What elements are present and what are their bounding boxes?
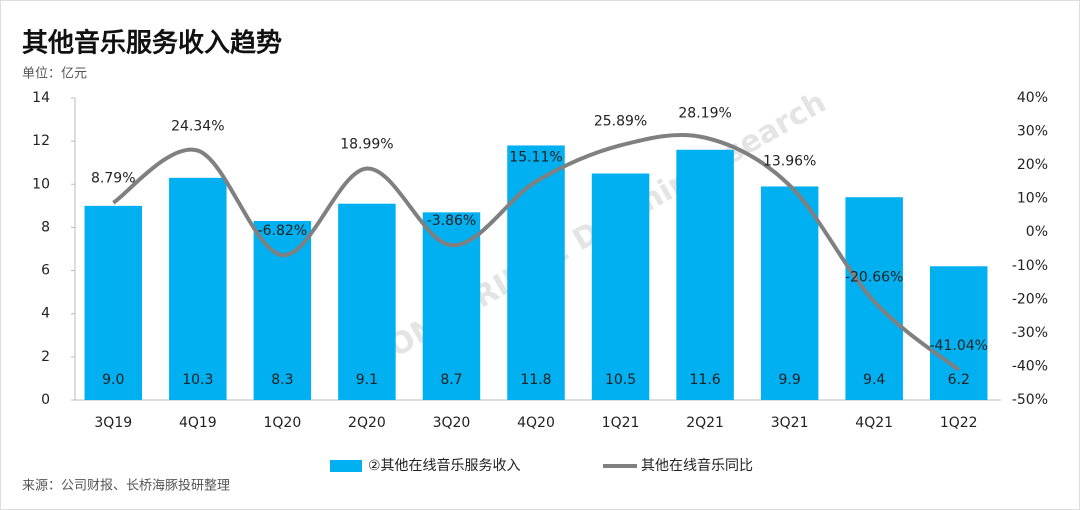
y-tick-label: 2 <box>41 349 50 365</box>
bar <box>169 177 227 400</box>
bar-value-label: 9.9 <box>779 372 801 388</box>
line-value-label: 24.34% <box>171 119 224 135</box>
bar <box>929 266 988 400</box>
bar-value-label: 11.8 <box>520 372 551 388</box>
y2-tick-label: -10% <box>1012 258 1048 274</box>
unit-label: 单位：亿元 <box>22 67 87 82</box>
source-note: 来源：公司财报、长桥海豚投研整理 <box>22 478 230 494</box>
line-value-label: 18.99% <box>340 137 393 153</box>
bar-value-label: 9.4 <box>863 372 885 388</box>
bar <box>507 145 565 400</box>
line-value-label: 25.89% <box>594 113 647 129</box>
line <box>112 132 960 372</box>
x-tick-label: 3Q20 <box>433 415 471 431</box>
y-tick-label: 6 <box>41 263 50 279</box>
y-tick-label: 10 <box>32 176 50 192</box>
line-value-label: 8.79% <box>91 171 135 187</box>
legend-swatch <box>330 460 362 472</box>
bar <box>676 149 734 400</box>
bar-value-label: 10.5 <box>605 372 636 388</box>
x-tick-label: 4Q21 <box>855 415 893 431</box>
line-value-label: -3.86% <box>427 213 477 229</box>
x-tick-label: 4Q20 <box>517 415 555 431</box>
line-value-label: 13.96% <box>763 153 816 169</box>
line-value-label: -6.82% <box>258 223 308 239</box>
y2-tick-label: 10% <box>1017 191 1048 207</box>
bar-value-label: 6.2 <box>948 372 970 388</box>
bar-value-label: 10.3 <box>182 372 213 388</box>
bar-value-label: 9.0 <box>102 372 124 388</box>
bar <box>84 205 143 400</box>
y-tick-label: 14 <box>32 90 50 106</box>
legend-label: 其他在线音乐同比 <box>641 457 753 474</box>
y2-tick-label: 30% <box>1017 124 1048 140</box>
y2-tick-label: -50% <box>1012 392 1048 408</box>
bar <box>591 173 650 400</box>
y2-tick-label: 40% <box>1017 90 1048 106</box>
x-tick-label: 1Q20 <box>263 415 301 431</box>
y2-tick-label: -30% <box>1012 325 1048 341</box>
line-value-label: 15.11% <box>509 150 562 166</box>
line-value-label: -20.66% <box>845 270 903 286</box>
x-tick-label: 1Q22 <box>940 415 978 431</box>
x-tick-label: 3Q19 <box>94 415 132 431</box>
x-tick-label: 3Q21 <box>771 415 809 431</box>
bar-value-label: 11.6 <box>690 372 721 388</box>
y2-tick-label: -40% <box>1012 358 1048 374</box>
x-tick-label: 2Q20 <box>348 415 386 431</box>
bar-value-label: 8.3 <box>271 372 293 388</box>
x-tick-label: 1Q21 <box>602 415 640 431</box>
y-tick-label: 0 <box>41 392 50 408</box>
y-tick-label: 4 <box>41 306 50 322</box>
bar <box>253 220 312 400</box>
x-tick-label: 2Q21 <box>686 415 724 431</box>
y-tick-label: 12 <box>32 133 50 149</box>
bar-value-label: 8.7 <box>440 372 462 388</box>
line-value-label: 28.19% <box>678 106 731 122</box>
chart-title: 其他音乐服务收入趋势 <box>22 28 282 59</box>
bar-value-label: 9.1 <box>356 372 378 388</box>
legend-label: ②其他在线音乐服务收入 <box>368 457 521 474</box>
bar <box>338 203 396 400</box>
line-value-label: -41.04% <box>930 338 988 354</box>
y2-tick-label: 20% <box>1017 157 1048 173</box>
y2-tick-label: 0% <box>1026 224 1048 240</box>
x-tick-label: 4Q19 <box>179 415 217 431</box>
y-tick-label: 8 <box>41 219 50 235</box>
y2-tick-label: -20% <box>1012 291 1048 307</box>
bar <box>760 186 819 400</box>
